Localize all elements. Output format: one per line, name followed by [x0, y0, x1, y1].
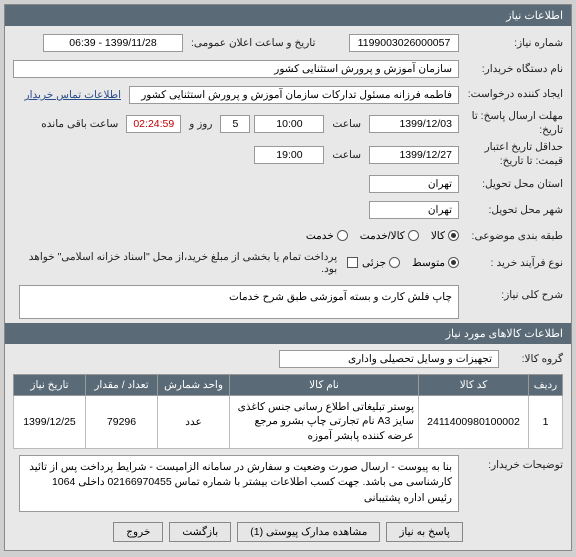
deadline-date: 1399/12/03 — [369, 115, 459, 133]
budget-option-goods-service[interactable]: کالا/خدمت — [360, 230, 419, 242]
radio-icon — [408, 230, 419, 241]
deadline-hour: 10:00 — [254, 115, 324, 133]
back-button[interactable]: بازگشت — [169, 522, 231, 542]
buyer-note-value: بنا به پیوست - ارسال صورت وضعیت و سفارش … — [19, 455, 459, 512]
validity-hour: 19:00 — [254, 146, 324, 164]
col-code: کد کالا — [419, 374, 529, 395]
treasury-note: پرداخت تمام یا بخشی از مبلغ خرید،از محل … — [13, 251, 337, 275]
cell-qty: 79296 — [86, 395, 158, 448]
cell-date: 1399/12/25 — [14, 395, 86, 448]
process-option-minor[interactable]: جزئی — [362, 257, 400, 269]
col-date: تاریخ نیاز — [14, 374, 86, 395]
city-label: شهر محل تحویل: — [463, 204, 563, 216]
budget-option-label: خدمت — [306, 230, 334, 242]
need-number-label: شماره نیاز: — [463, 37, 563, 49]
radio-icon — [337, 230, 348, 241]
attachments-button[interactable]: مشاهده مدارک پیوستی (1) — [237, 522, 380, 542]
creator-value: فاطمه فرزانه مسئول تدارکات سازمان آموزش … — [129, 86, 459, 104]
group-label: گروه کالا: — [503, 353, 563, 365]
radio-icon — [448, 230, 459, 241]
buyer-org-value: سازمان آموزش و پرورش استثنایی کشور — [13, 60, 459, 78]
process-radio-group: متوسط جزئی — [362, 257, 459, 269]
deadline-countdown: 02:24:59 — [126, 115, 181, 133]
table-row: 1 2411400980100002 پوستر تبلیغاتی اطلاع … — [14, 395, 563, 448]
deadline-label: مهلت ارسال پاسخ: تا تاریخ: — [463, 110, 563, 137]
col-name: نام کالا — [230, 374, 419, 395]
radio-icon — [389, 257, 400, 268]
city-value: تهران — [369, 201, 459, 219]
general-desc-label: شرح کلی نیاز: — [463, 285, 563, 301]
process-label: نوع فرآیند خرید : — [463, 257, 563, 269]
items-section-title: اطلاعات کالاهای مورد نیاز — [5, 323, 571, 344]
deadline-days-label: روز و — [189, 118, 212, 130]
buyer-org-label: نام دستگاه خریدار: — [463, 63, 563, 75]
budget-option-service[interactable]: خدمت — [306, 230, 348, 242]
deadline-hour-label: ساعت — [332, 118, 361, 130]
validity-date: 1399/12/27 — [369, 146, 459, 164]
budget-option-label: کالا — [431, 230, 445, 242]
province-value: تهران — [369, 175, 459, 193]
general-desc-value: چاپ فلش کارت و بسته آموزشی طبق شرح خدمات — [19, 285, 459, 319]
public-date-label: تاریخ و ساعت اعلان عمومی: — [191, 37, 341, 49]
reply-button[interactable]: پاسخ به نیاز — [386, 522, 462, 542]
budget-option-goods[interactable]: کالا — [431, 230, 459, 242]
cell-index: 1 — [529, 395, 563, 448]
cell-unit: عدد — [158, 395, 230, 448]
deadline-remain-label: ساعت باقی مانده — [41, 118, 118, 130]
budget-radio-group: کالا کالا/خدمت خدمت — [306, 230, 459, 242]
need-number-value: 1199003026000057 — [349, 34, 459, 52]
buyer-contact-link[interactable]: اطلاعات تماس خریدار — [25, 89, 121, 101]
cell-name: پوستر تبلیغاتی اطلاع رسانی جنس کاغذی سای… — [230, 395, 419, 448]
budget-option-label: کالا/خدمت — [360, 230, 405, 242]
creator-label: ایجاد کننده درخواست: — [463, 88, 563, 102]
items-table: ردیف کد کالا نام کالا واحد شمارش تعداد /… — [13, 374, 563, 449]
validity-hour-label: ساعت — [332, 149, 361, 161]
process-option-medium[interactable]: متوسط — [412, 257, 459, 269]
deadline-days: 5 — [220, 115, 250, 133]
cell-code: 2411400980100002 — [419, 395, 529, 448]
exit-button[interactable]: خروج — [113, 522, 163, 542]
process-option-label: متوسط — [412, 257, 445, 269]
panel-title: اطلاعات نیاز — [5, 5, 571, 26]
public-date-value: 1399/11/28 - 06:39 — [43, 34, 183, 52]
validity-label: حداقل تاریخ اعتبار قیمت: تا تاریخ: — [463, 141, 563, 168]
province-label: استان محل تحویل: — [463, 178, 563, 190]
col-qty: تعداد / مقدار — [86, 374, 158, 395]
budget-label: طبقه بندی موضوعی: — [463, 230, 563, 242]
treasury-checkbox[interactable] — [347, 257, 358, 268]
col-index: ردیف — [529, 374, 563, 395]
group-value: تجهیزات و وسایل تحصیلی واداری — [279, 350, 499, 368]
buyer-note-label: توضیحات خریدار: — [463, 455, 563, 471]
process-option-label: جزئی — [362, 257, 386, 269]
radio-icon — [448, 257, 459, 268]
col-unit: واحد شمارش — [158, 374, 230, 395]
